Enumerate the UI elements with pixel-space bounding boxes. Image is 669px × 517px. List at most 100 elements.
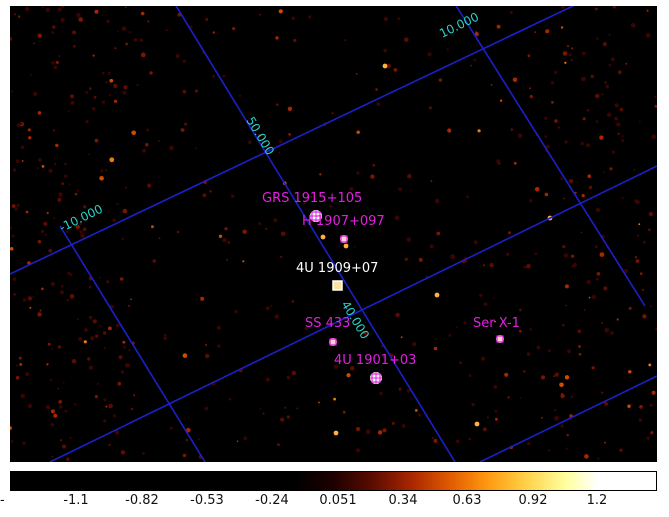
noise-speck	[142, 148, 146, 153]
noise-speck	[331, 112, 334, 115]
noise-speck	[568, 178, 574, 184]
noise-speck	[72, 30, 77, 35]
source-marker-4u1909[interactable]	[332, 280, 343, 291]
noise-speck	[78, 336, 83, 342]
noise-speck	[541, 375, 545, 380]
noise-speck	[40, 229, 45, 233]
noise-speck	[94, 395, 98, 399]
noise-speck	[273, 218, 278, 223]
noise-speck	[109, 157, 115, 163]
noise-speck	[584, 454, 589, 459]
noise-speck	[377, 430, 383, 435]
sky-canvas: 10.000 50.000 -10.000 40.000	[10, 6, 657, 462]
noise-speck	[58, 192, 63, 197]
noise-speck	[60, 17, 65, 23]
noise-speck	[433, 438, 438, 443]
noise-speck	[492, 297, 495, 299]
noise-speck	[553, 375, 556, 378]
noise-speck	[565, 304, 567, 307]
noise-speck	[586, 279, 591, 284]
noise-speck	[101, 14, 104, 16]
noise-speck	[11, 204, 16, 208]
noise-speck	[431, 436, 435, 440]
noise-speck	[611, 57, 615, 61]
noise-speck	[651, 390, 656, 395]
noise-speck	[151, 225, 154, 229]
grid-line	[49, 165, 657, 462]
noise-speck	[599, 252, 605, 257]
noise-speck	[69, 94, 75, 99]
noise-speck	[534, 31, 537, 34]
grid-line	[59, 225, 206, 462]
noise-speck	[18, 15, 21, 18]
noise-speck	[596, 272, 601, 276]
noise-speck	[69, 436, 72, 440]
noise-speck	[19, 122, 23, 125]
noise-speck	[280, 231, 286, 237]
noise-speck	[130, 407, 134, 411]
noise-speck	[594, 245, 598, 249]
source-marker-4u1901[interactable]	[370, 372, 382, 384]
noise-speck	[614, 103, 619, 108]
noise-speck	[643, 240, 646, 244]
noise-speck	[611, 150, 616, 154]
noise-speck	[395, 312, 400, 318]
noise-speck	[628, 370, 632, 374]
noise-speck	[265, 377, 270, 382]
source-marker-serx1[interactable]	[496, 335, 504, 343]
noise-speck	[512, 77, 518, 83]
noise-speck	[495, 417, 498, 421]
noise-speck	[529, 328, 532, 331]
noise-speck	[78, 17, 83, 22]
faint-source	[320, 234, 326, 240]
noise-speck	[482, 427, 487, 432]
noise-speck	[370, 174, 375, 179]
noise-speck	[562, 324, 565, 327]
noise-speck	[248, 140, 252, 144]
source-marker-ss433[interactable]	[329, 338, 337, 346]
noise-speck	[41, 6, 44, 9]
noise-speck	[529, 199, 533, 203]
noise-speck	[198, 438, 200, 441]
noise-speck	[544, 135, 547, 138]
noise-speck	[353, 245, 356, 248]
noise-speck	[393, 68, 398, 72]
noise-speck	[53, 129, 56, 132]
noise-speck	[48, 168, 53, 173]
noise-speck	[545, 29, 550, 34]
noise-speck	[105, 405, 108, 408]
noise-speck	[117, 381, 122, 386]
noise-speck	[648, 363, 652, 367]
noise-speck	[490, 84, 493, 86]
noise-speck	[222, 237, 227, 243]
noise-speck	[429, 106, 432, 110]
noise-speck	[564, 375, 570, 380]
noise-speck	[430, 180, 433, 183]
noise-speck	[61, 182, 65, 186]
noise-speck	[568, 53, 572, 57]
noise-speck	[120, 370, 125, 374]
noise-speck	[99, 276, 102, 279]
noise-speck	[508, 231, 511, 235]
source-marker-h1907[interactable]	[340, 235, 348, 243]
noise-speck	[238, 94, 242, 97]
noise-speck	[212, 31, 215, 34]
noise-speck	[122, 90, 127, 95]
noise-speck	[10, 247, 14, 251]
noise-speck	[588, 185, 593, 190]
noise-speck	[224, 227, 228, 231]
noise-speck	[25, 6, 30, 12]
noise-speck	[53, 163, 57, 166]
noise-speck	[406, 388, 411, 393]
noise-speck	[608, 63, 612, 67]
source-marker-grs1915[interactable]	[310, 210, 322, 222]
noise-speck	[350, 365, 355, 371]
noise-speck	[578, 345, 581, 348]
noise-speck	[414, 409, 418, 412]
noise-speck	[124, 186, 128, 189]
noise-speck	[37, 33, 42, 39]
noise-speck	[20, 393, 26, 399]
grid-line	[455, 6, 646, 307]
colorbar[interactable]	[10, 471, 657, 491]
noise-speck	[84, 328, 88, 332]
